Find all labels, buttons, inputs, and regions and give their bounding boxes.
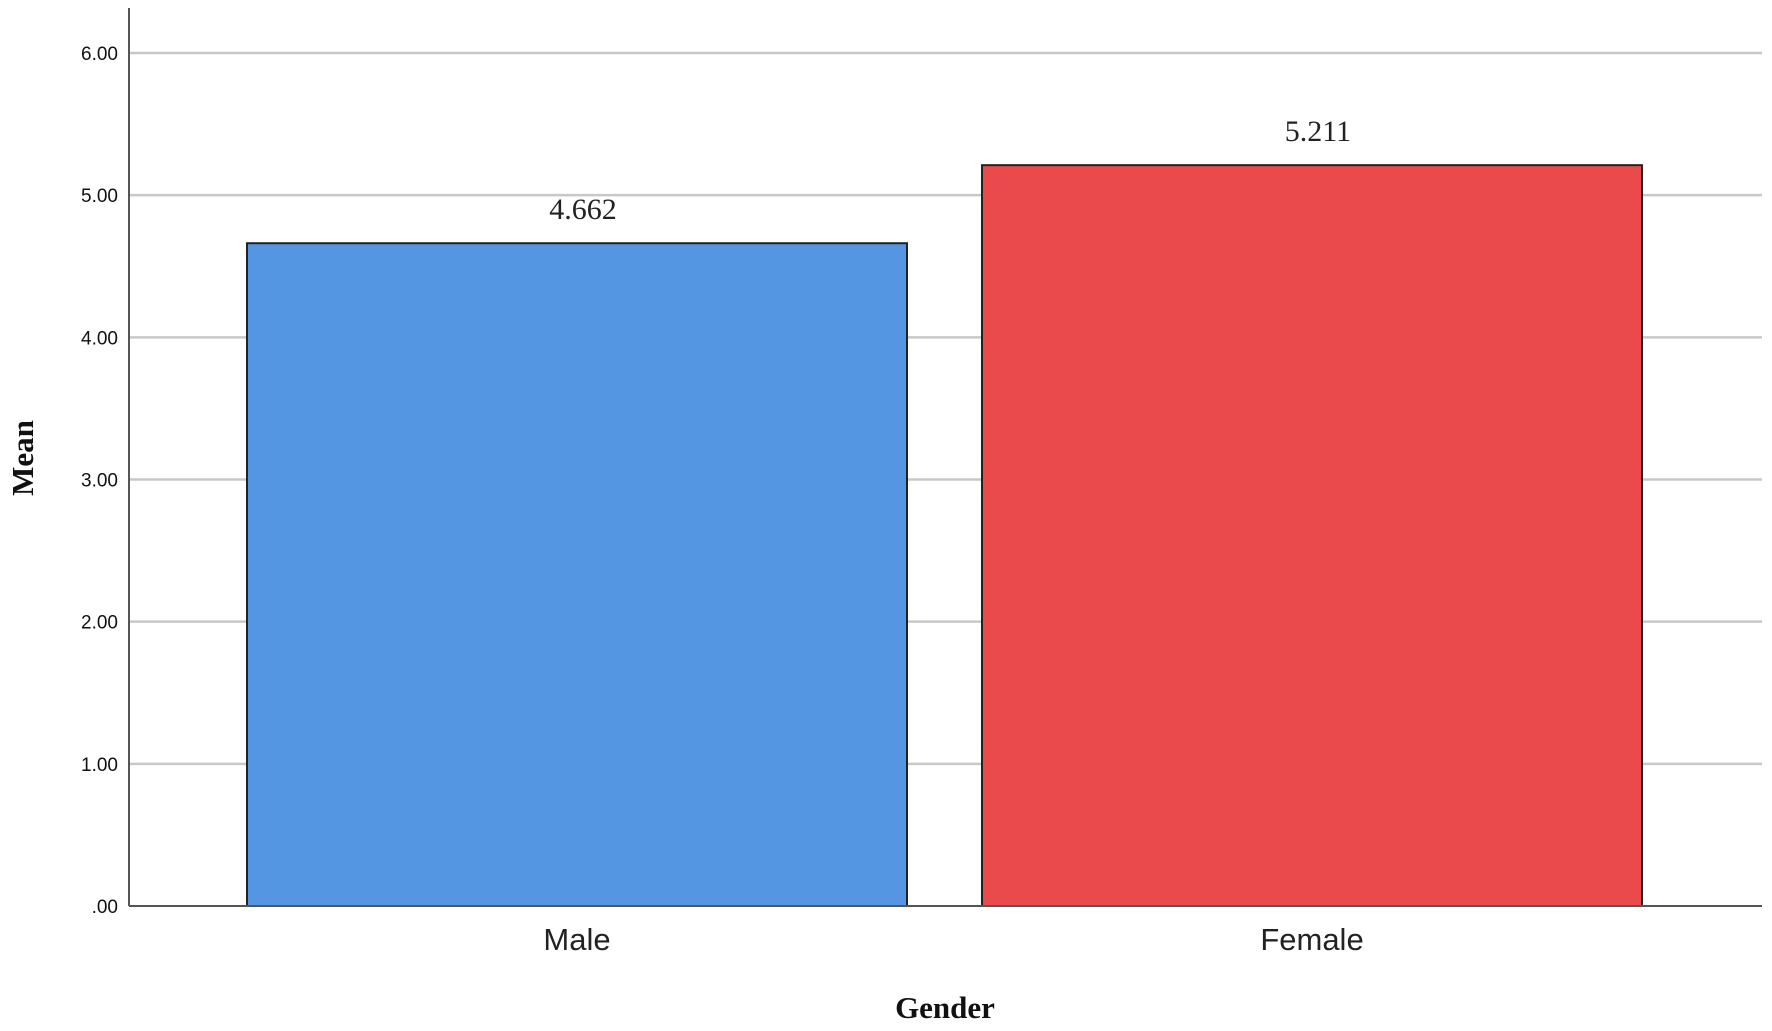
data-labels: 4.662 5.211 <box>549 115 1351 226</box>
bar-female <box>981 164 1643 907</box>
y-tick-label: 2.00 <box>81 613 118 634</box>
data-label: 5.211 <box>1285 115 1351 148</box>
x-category-label: Male <box>543 922 610 957</box>
y-axis-title: Mean <box>5 420 40 496</box>
x-category-label: Female <box>1260 922 1363 957</box>
y-tick-label: 1.00 <box>81 755 118 776</box>
y-tick-label: 4.00 <box>81 328 118 349</box>
bar-male <box>246 242 908 907</box>
y-tick-label: .00 <box>92 897 118 918</box>
x-category-labels: Male Female <box>543 922 1363 957</box>
data-label: 4.662 <box>549 193 617 226</box>
y-tick-label: 3.00 <box>81 471 118 492</box>
axes <box>128 8 1762 907</box>
y-tick-label: 5.00 <box>81 186 118 207</box>
y-tick-label: 6.00 <box>81 44 118 65</box>
x-axis-title: Gender <box>895 990 995 1025</box>
y-tick-labels: .00 1.00 2.00 3.00 4.00 5.00 6.00 <box>81 44 118 918</box>
bars <box>246 164 1643 907</box>
